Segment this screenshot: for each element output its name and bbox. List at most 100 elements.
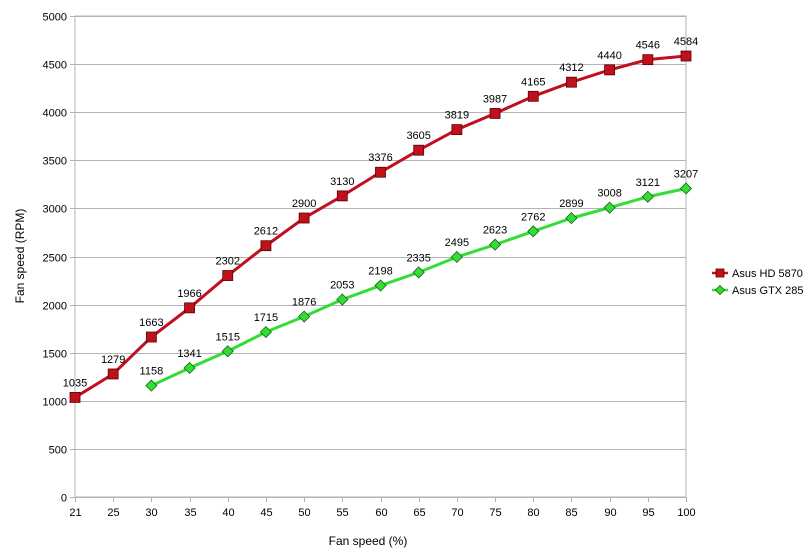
data-label: 1035 [63,377,87,389]
data-label: 4440 [597,50,621,62]
y-tick-label: 5000 [43,12,67,24]
data-label: 2623 [483,225,507,237]
data-point [603,201,616,214]
y-tick-label: 4500 [43,60,67,72]
data-label: 1158 [140,366,164,378]
data-point [680,50,692,62]
y-tick-label: 4000 [43,108,67,120]
x-tick-label: 45 [260,507,272,519]
data-label: 1663 [139,317,163,329]
data-point [527,225,540,238]
y-tick-label: 1000 [43,397,67,409]
data-label: 2053 [330,280,354,292]
data-point [259,325,273,339]
x-tick-label: 60 [375,507,387,519]
x-tick-label: 85 [565,507,577,519]
data-point [450,250,463,264]
data-label: 4165 [521,76,545,88]
plot-area [74,15,687,498]
gridlines [70,16,686,498]
data-point [413,144,425,156]
data-point [451,124,463,136]
x-tick-label: 40 [222,507,234,519]
data-label: 4584 [674,36,698,48]
data-label: 3819 [445,110,469,122]
data-point [107,368,119,380]
x-tick-label: 95 [642,507,654,519]
data-label: 2612 [254,226,278,238]
data-point [298,212,310,224]
data-label: 1966 [177,288,201,300]
series-layer [69,50,693,403]
data-label: 2302 [216,256,240,268]
data-label: 4312 [559,62,583,74]
data-label: 1515 [216,331,240,343]
data-label: 2198 [368,266,392,278]
data-label: 3987 [483,93,507,105]
y-tick-label: 3500 [43,156,67,168]
data-point [222,270,234,281]
y-tick-label: 1500 [43,349,67,361]
data-label: 3130 [330,176,354,188]
data-point [260,240,272,252]
y-tick-label: 3000 [43,204,67,216]
x-tick-label: 65 [413,507,425,519]
data-point [145,331,157,343]
legend-label: Asus HD 5870 [732,268,803,280]
data-point [221,345,234,358]
y-tick-label: 500 [49,445,67,457]
data-point [566,76,577,88]
data-label: 2900 [292,198,316,210]
x-tick-label: 90 [604,507,616,519]
data-label: 3121 [636,177,660,189]
data-label: 3008 [597,188,621,200]
x-tick-label: 35 [184,507,196,519]
y-axis-title: Fan speed (RPM) [13,209,27,304]
legend-marker [715,268,725,278]
data-point [489,108,501,119]
data-point [565,212,578,225]
x-tick-label: 25 [107,507,119,519]
data-point [336,190,348,202]
plot-border [74,15,687,498]
data-point [375,166,386,178]
data-point [69,392,81,403]
legend-label: Asus GTX 285 [732,285,804,297]
y-tick-label: 2000 [43,301,67,313]
data-point [183,361,196,375]
data-label: 3605 [406,130,430,142]
data-point [488,238,502,251]
data-label: 2762 [521,211,545,223]
data-label: 2899 [559,198,583,210]
data-label: 4546 [636,40,660,52]
data-label: 1341 [177,348,201,360]
data-label: 1876 [292,297,316,309]
data-label: 1279 [101,354,125,366]
data-point [642,54,654,66]
data-point [641,190,654,203]
x-tick-label: 70 [451,507,463,519]
x-tick-label: 21 [69,507,81,519]
y-tick-label: 0 [61,493,67,505]
x-tick-label: 100 [677,507,695,519]
data-label: 3376 [368,152,392,164]
data-label: 2495 [445,237,469,249]
y-tick-label: 2500 [43,253,67,265]
data-labels: 1035 1279 1663 1966 2302 2612 2900 3130 3376 3605… [63,36,698,389]
data-point [679,182,693,195]
data-point [412,266,425,279]
legend-marker [714,284,726,296]
data-label: 3207 [674,168,698,180]
x-axis-title: Fan speed (%) [329,534,408,548]
data-point [298,310,311,323]
data-point [527,90,539,102]
x-tick-label: 55 [336,507,348,519]
axes: 0 500 1000 1500 2000 2500 3000 3500 4000 4500 5000… [43,12,696,520]
legend: Asus HD 5870 Asus GTX 285 [712,268,804,297]
data-point [374,279,387,292]
x-tick-label: 75 [489,507,501,519]
x-tick-label: 30 [145,507,157,519]
x-tick-label: 80 [527,507,539,519]
data-point [604,64,616,76]
